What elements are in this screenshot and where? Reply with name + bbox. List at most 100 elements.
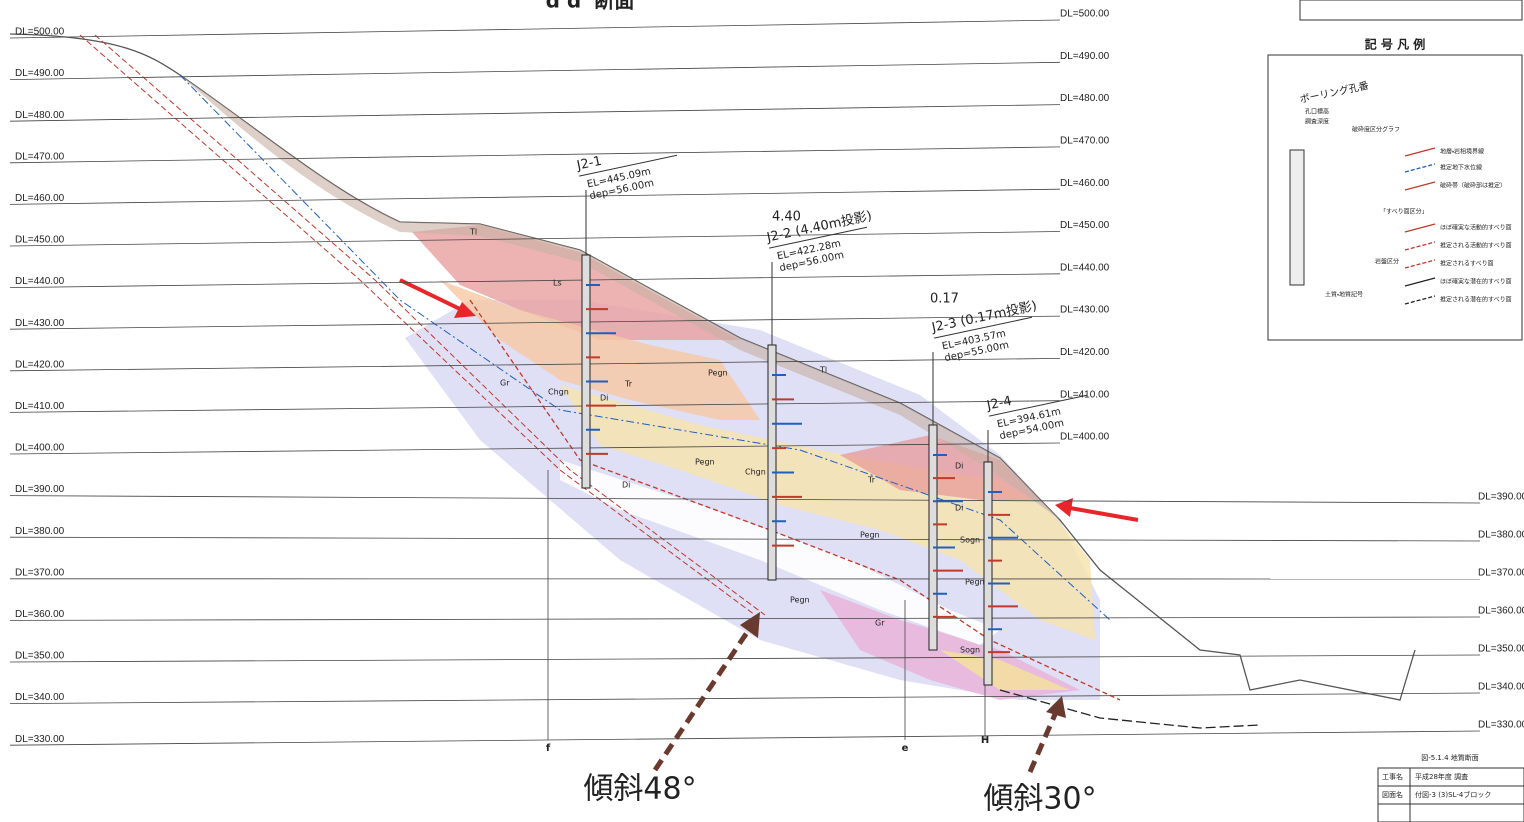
level-label: DL=460.00 — [15, 193, 65, 204]
level-label: DL=380.00 — [15, 526, 65, 537]
legend-item: 破砕度区分グラフ — [1352, 126, 1400, 134]
borehole-id: J2-4 — [985, 394, 1014, 414]
footer-cell: 平成28年度 調査 — [1415, 772, 1468, 781]
unit-label: Tr — [867, 476, 876, 485]
legend-item: 土質・地質記号 — [1325, 291, 1363, 299]
legend-item: ほぼ確実な活動的すべり面 — [1440, 224, 1512, 232]
level-line — [10, 147, 1060, 163]
level-label: DL=330.00 — [1478, 720, 1524, 731]
unit-label: Chgn — [548, 388, 569, 397]
legend-item: 推定される活動的すべり面 — [1440, 242, 1512, 250]
level-label: DL=350.00 — [1478, 644, 1524, 655]
unit-label: Ls — [553, 279, 562, 288]
level-label: DL=480.00 — [15, 110, 65, 121]
unit-label: Tl — [469, 228, 477, 237]
footer-cell: 図面名 — [1382, 790, 1403, 799]
unit-label: Di — [600, 394, 608, 403]
level-label: DL=450.00 — [15, 235, 65, 246]
dashed-arrow — [655, 625, 752, 770]
level-label: DL=430.00 — [15, 318, 65, 329]
unit-label: Pegn — [965, 578, 985, 587]
figure-caption: 図-5.1.4 地質断面 — [1421, 753, 1479, 762]
level-label: DL=350.00 — [15, 651, 65, 662]
level-label: DL=490.00 — [1060, 51, 1110, 62]
level-label: DL=430.00 — [1060, 305, 1110, 316]
level-label: DL=370.00 — [15, 567, 65, 578]
unit-label: Tr — [624, 380, 633, 389]
unit-label: Pegn — [708, 369, 728, 378]
level-line — [10, 731, 1480, 745]
level-line — [10, 693, 1480, 704]
legend-item: 孔口標高 — [1305, 108, 1329, 116]
footer-cell: 工事名 — [1382, 772, 1403, 781]
level-label: DL=340.00 — [15, 692, 65, 703]
level-label: DL=380.00 — [1478, 530, 1524, 541]
footer-cell: 付図-3 (3)SL-4ブロック — [1415, 790, 1491, 799]
level-label: DL=390.00 — [1478, 492, 1524, 503]
level-line — [10, 20, 1060, 38]
legend-item: 破砕帯（破砕部は推定） — [1440, 182, 1506, 190]
dashed-arrow — [1030, 712, 1056, 772]
section-mark: f — [546, 743, 551, 754]
unit-label: Pegn — [860, 531, 880, 540]
level-label: DL=500.00 — [1060, 9, 1110, 20]
level-label: DL=370.00 — [1478, 568, 1524, 579]
unit-label: Sogn — [960, 536, 980, 545]
legend-title: 記 号 凡 例 — [1365, 37, 1426, 52]
level-label: DL=340.00 — [1478, 682, 1524, 693]
unit-label: Tl — [819, 366, 827, 375]
unit-label: Di — [955, 504, 963, 513]
level-label: DL=420.00 — [15, 359, 65, 370]
unit-label: Pegn — [790, 596, 810, 605]
section-diagram: d d' 断面 DL=500.00 DL=490.00 DL=480.00 DL=470… — [0, 0, 1524, 822]
legend-item: 推定される潜在的すべり面 — [1440, 296, 1512, 304]
unit-label: Chgn — [745, 468, 766, 477]
legend-item: 推定地下水位線 — [1440, 164, 1482, 172]
level-label: DL=390.00 — [15, 484, 65, 495]
unit-label: Gr — [500, 379, 510, 388]
level-label: DL=460.00 — [1060, 178, 1110, 189]
red-arrow — [400, 280, 462, 310]
legend-item: 地層・岩相境界線 — [1440, 148, 1484, 156]
unit-label: Di — [955, 462, 963, 471]
legend-borehole — [1290, 150, 1304, 285]
level-line — [10, 105, 1060, 122]
unit-label: Pegn — [695, 458, 715, 467]
level-line — [10, 655, 1480, 662]
red-arrow — [1070, 508, 1138, 520]
level-label: DL=440.00 — [15, 276, 65, 287]
level-label: DL=400.00 — [1060, 432, 1110, 443]
legend-item: 「すべり面区分」 — [1380, 208, 1428, 216]
dip-annotation: 傾斜48° — [583, 772, 696, 807]
legend-item: 岩盤区分 — [1375, 258, 1399, 266]
level-label: DL=440.00 — [1060, 262, 1110, 273]
level-label: DL=420.00 — [1060, 347, 1110, 358]
borehole-id: J2-1 — [575, 154, 604, 174]
dip-annotation: 傾斜30° — [983, 782, 1096, 817]
level-line — [10, 189, 1060, 204]
level-label: DL=450.00 — [1060, 220, 1110, 231]
level-label: DL=470.00 — [1060, 136, 1110, 147]
borehole-label: J2-3 (0.17m投影)EL=403.57mdep=55.00m — [929, 298, 1044, 366]
level-label: DL=400.00 — [15, 443, 65, 454]
legend-item: 調査深度 — [1305, 118, 1329, 126]
legend-item: ほぼ確実な潜在的すべり面 — [1440, 278, 1512, 286]
level-label: DL=330.00 — [15, 734, 65, 745]
unit-label: Sogn — [960, 646, 980, 655]
level-line — [10, 62, 1060, 79]
title: d d' 断面 — [546, 0, 635, 13]
level-label: DL=490.00 — [15, 68, 65, 79]
level-label: DL=360.00 — [15, 609, 65, 620]
level-label: DL=410.00 — [1060, 389, 1110, 400]
level-label: DL=480.00 — [1060, 93, 1110, 104]
unit-label: Di — [622, 481, 630, 490]
top-table — [1300, 0, 1522, 20]
projection-offset: 0.17 — [930, 292, 959, 307]
projection-offset: 4.40 — [772, 210, 801, 225]
legend-item: 推定されるすべり面 — [1440, 260, 1494, 268]
level-label: DL=360.00 — [1478, 606, 1524, 617]
level-label: DL=470.00 — [15, 151, 65, 162]
section-mark: e — [902, 743, 909, 754]
unit-label: Gr — [875, 619, 885, 628]
